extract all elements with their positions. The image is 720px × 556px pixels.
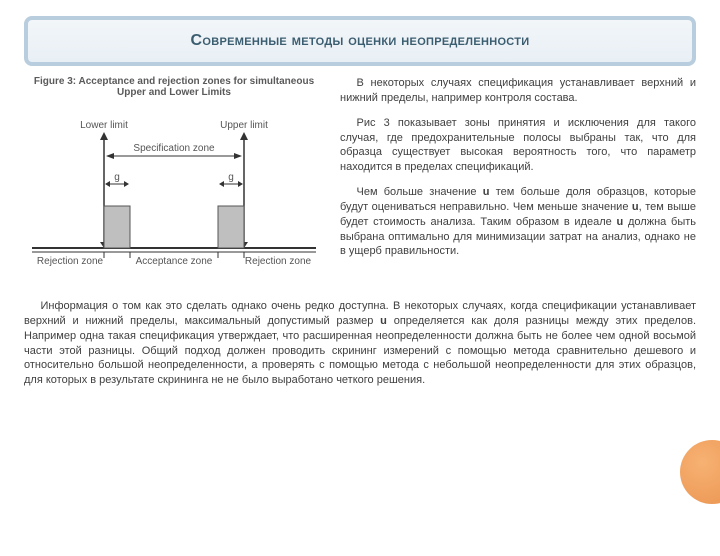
p3-text: Чем больше значение [357,186,483,198]
zones-diagram: Lower limit Upper limit Specification zone… [24,106,324,286]
figure-column: Figure 3: Acceptance and rejection zones… [24,76,324,291]
svg-text:Specification zone: Specification zone [133,143,215,154]
right-text-column: В некоторых случаях спецификация устанав… [340,76,696,291]
paragraph-2: Рис 3 показывает зоны принятия и исключе… [340,116,696,175]
svg-text:Upper limit: Upper limit [220,120,268,131]
bottom-u: u [380,315,387,327]
figure-caption: Figure 3: Acceptance and rejection zones… [24,76,324,98]
svg-text:Acceptance zone: Acceptance zone [136,256,213,267]
accent-circle-icon [680,440,720,504]
svg-text:Rejection zone: Rejection zone [37,256,104,267]
paragraph-1: В некоторых случаях спецификация устанав… [340,76,696,106]
slide-title-bar: Современные методы оценки неопределеннос… [24,16,696,66]
svg-text:Rejection zone: Rejection zone [245,256,312,267]
svg-text:Lower limit: Lower limit [80,120,128,131]
paragraph-3: Чем больше значение u тем больше доля об… [340,185,696,259]
content-row: Figure 3: Acceptance and rejection zones… [0,76,720,291]
bottom-paragraph: Информация о том как это сделать однако … [0,291,720,388]
svg-text:g: g [228,172,234,183]
slide-title: Современные методы оценки неопределеннос… [46,32,674,50]
p3-u2: u [632,201,639,213]
svg-text:g: g [114,172,120,183]
